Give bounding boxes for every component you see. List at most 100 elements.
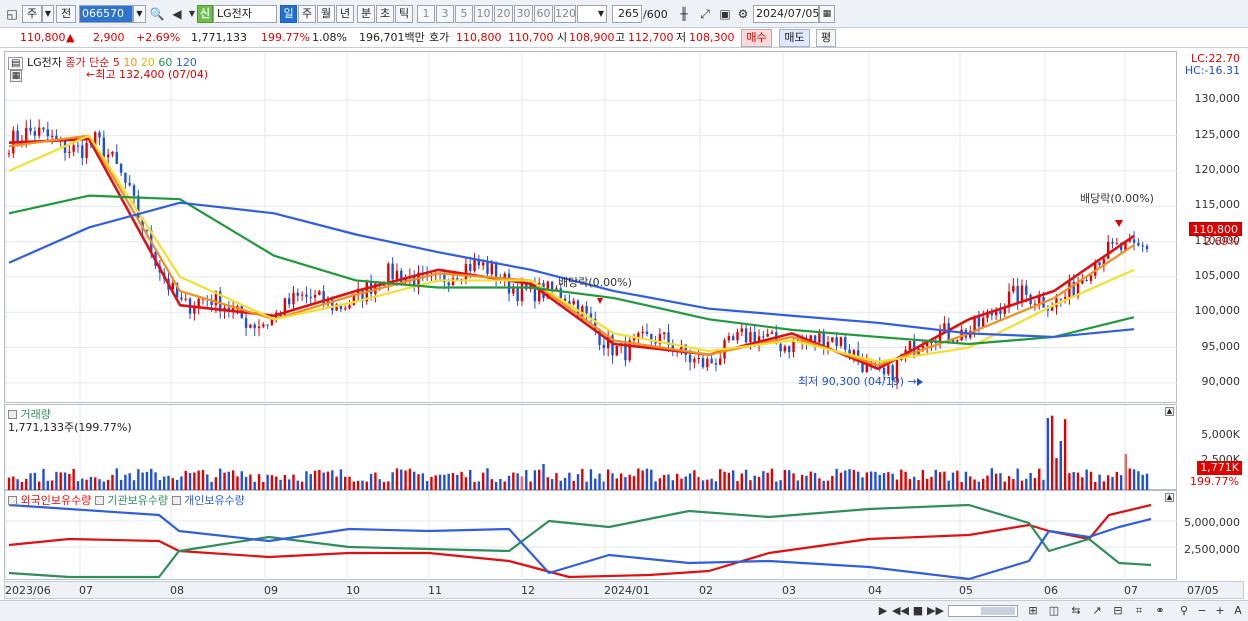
zoom-in-icon[interactable]: + xyxy=(1215,604,1225,617)
volume-bar xyxy=(934,469,937,490)
volume-bar xyxy=(111,474,114,490)
candle-body xyxy=(667,332,670,346)
interval-10-button[interactable]: 10 xyxy=(474,5,493,23)
legend-marker-icon xyxy=(94,496,104,505)
period-daily-button[interactable]: 일 xyxy=(280,5,297,23)
x-tick: 08 xyxy=(170,584,184,597)
scroll-thumb[interactable] xyxy=(981,607,1015,615)
split-icon[interactable]: ⊟ xyxy=(1113,604,1123,617)
holding-pane[interactable]: 외국인보유수량 기관보유수량 개인보유수량 ▲ xyxy=(4,490,1178,581)
pane-close-icon[interactable]: ▲ xyxy=(1165,493,1174,502)
candle-body xyxy=(999,310,1002,314)
period-tick-button[interactable]: 틱 xyxy=(395,5,413,23)
link-icon[interactable]: ⚭ xyxy=(1155,604,1165,617)
stock-name-field[interactable]: LG전자 xyxy=(213,5,277,23)
candle-body xyxy=(244,317,248,328)
candle-body xyxy=(813,335,817,343)
chevron-down-icon[interactable]: ▼ xyxy=(133,5,146,23)
date-input[interactable]: 2024/07/05 xyxy=(753,5,819,23)
market-select[interactable]: 주 xyxy=(22,5,42,23)
candle-body xyxy=(576,300,580,317)
scope-select[interactable]: 전 xyxy=(56,5,76,23)
gear-icon[interactable]: ⚙ xyxy=(737,7,749,21)
candle-body xyxy=(391,263,394,280)
volume-bar xyxy=(663,474,666,490)
volume-bar xyxy=(425,481,429,490)
volume-bar xyxy=(326,471,330,490)
indicator-icon[interactable]: ↗ xyxy=(1092,604,1102,617)
candle-body xyxy=(128,182,131,186)
forward-icon[interactable]: ▶▶ xyxy=(927,604,944,617)
zoom-window-icon[interactable]: ⊞ xyxy=(1028,604,1038,617)
period-yearly-button[interactable]: 년 xyxy=(336,5,354,23)
volume-bar xyxy=(193,472,196,490)
interval-120-button[interactable]: 120 xyxy=(554,5,576,23)
data-count-input[interactable]: 265 xyxy=(612,5,642,23)
volume-bar xyxy=(956,470,959,490)
volume-bar xyxy=(542,464,545,490)
compare-icon[interactable]: ⇆ xyxy=(1071,604,1081,617)
rewind-icon[interactable]: ◀◀ xyxy=(892,604,909,617)
volume-bar xyxy=(464,477,468,490)
eval-button[interactable]: 평 xyxy=(816,29,836,47)
font-size-icon[interactable]: A xyxy=(1234,604,1242,617)
period-second-button[interactable]: 초 xyxy=(376,5,394,23)
interval-custom-select[interactable]: ▼ xyxy=(577,5,607,23)
buy-button[interactable]: 매수 xyxy=(741,29,772,47)
candle-body xyxy=(1033,303,1037,305)
pane-close-icon[interactable]: ▲ xyxy=(1165,407,1174,416)
window-menu-icon[interactable]: ◱ xyxy=(6,7,18,21)
stock-code-input[interactable]: 066570 xyxy=(79,5,133,23)
pane-menu-icon[interactable] xyxy=(8,410,17,419)
table-icon[interactable]: ▦ xyxy=(10,70,22,82)
stop-icon[interactable]: ■ xyxy=(912,604,924,617)
interval-20-button[interactable]: 20 xyxy=(494,5,513,23)
volume-pane[interactable]: 거래량 1,771,133주(199.77%) ▲ xyxy=(4,404,1177,491)
volume-bar xyxy=(861,477,864,490)
volume-bar xyxy=(632,476,636,490)
candle-body xyxy=(981,317,985,327)
interval-60-button[interactable]: 60 xyxy=(534,5,553,23)
volume-bar xyxy=(1145,473,1149,490)
search-icon[interactable]: 🔍 xyxy=(149,7,165,21)
drawing-tools-icon[interactable]: ⤢ xyxy=(700,7,710,21)
candle-body xyxy=(693,358,696,363)
price-tick: 115,000 xyxy=(1194,198,1241,212)
price-pane[interactable]: ▤ LG전자 종가 단순 5 10 20 60 120 ▦ ←최고 132,40… xyxy=(4,51,1178,404)
zoom-icon[interactable]: ⚲ xyxy=(1179,604,1189,617)
volume-bar xyxy=(473,481,476,490)
candle-body xyxy=(956,340,959,342)
volume-bar xyxy=(766,472,769,490)
scroll-track[interactable] xyxy=(948,605,1018,617)
candle-type-icon[interactable]: ╫ xyxy=(680,7,688,21)
candle-body xyxy=(762,336,765,338)
period-minute-button[interactable]: 분 xyxy=(357,5,375,23)
volume-bar xyxy=(42,468,45,490)
pattern-icon[interactable]: ⌗ xyxy=(1135,604,1143,617)
scroll-right-icon[interactable]: ▶ xyxy=(878,604,888,617)
volume-bar xyxy=(1094,481,1097,490)
candle-body xyxy=(115,152,118,164)
calendar-icon[interactable]: ▦ xyxy=(819,5,835,23)
save-icon[interactable]: ▣ xyxy=(719,7,731,21)
speaker-icon[interactable]: ◀ xyxy=(172,7,182,21)
sell-button[interactable]: 매도 xyxy=(779,29,810,47)
interval-1-button[interactable]: 1 xyxy=(417,5,435,23)
pane-menu-icon[interactable] xyxy=(8,496,17,505)
interval-30-button[interactable]: 30 xyxy=(514,5,533,23)
period-weekly-button[interactable]: 주 xyxy=(298,5,316,23)
volume-bar xyxy=(938,472,942,490)
volume-bar xyxy=(313,470,317,490)
chevron-down-icon[interactable]: ▼ xyxy=(42,5,54,23)
candle-body xyxy=(98,132,101,138)
zoom-out-icon[interactable]: − xyxy=(1197,604,1207,617)
interval-5-button[interactable]: 5 xyxy=(455,5,473,23)
candle-body xyxy=(400,270,403,283)
volume-bar xyxy=(1137,471,1140,490)
interval-3-button[interactable]: 3 xyxy=(436,5,454,23)
screenshot-icon[interactable]: ◫ xyxy=(1048,604,1060,617)
chevron-down-icon[interactable]: ▼ xyxy=(188,9,196,18)
candle-body xyxy=(1107,241,1110,259)
ma-line-5 xyxy=(8,137,1135,371)
period-monthly-button[interactable]: 월 xyxy=(317,5,335,23)
